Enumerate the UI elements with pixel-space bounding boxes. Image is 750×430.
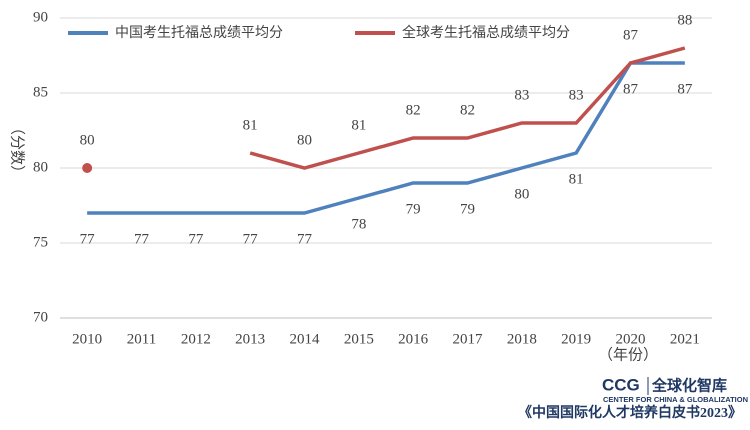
y-tick-label: 85	[33, 84, 48, 100]
data-label: 87	[623, 27, 639, 43]
x-tick-label: 2019	[561, 331, 591, 347]
x-tick-label: 2016	[398, 331, 429, 347]
legend-label: 中国考生托福总成绩平均分	[115, 25, 283, 41]
data-label: 79	[460, 201, 475, 217]
x-tick-label: 2020	[616, 331, 646, 347]
y-tick-label: 75	[33, 234, 48, 250]
point	[82, 163, 93, 173]
data-label: 80	[80, 132, 95, 148]
x-tick-label: 2014	[290, 331, 321, 347]
x-tick-label: 2015	[344, 331, 374, 347]
line	[87, 61, 685, 215]
x-tick-label: 2013	[235, 331, 265, 347]
data-label: 83	[514, 87, 529, 103]
source: 《中国国际化人才培养白皮书2023》	[518, 404, 742, 421]
data-label: 82	[460, 102, 475, 118]
logo-name: 全球化智库	[651, 377, 727, 395]
data-label: 80	[297, 132, 312, 148]
logo-subtitle: CENTER FOR CHINA & GLOBALIZATION	[603, 395, 748, 404]
data-label: 83	[569, 87, 584, 103]
x-tick-label: 2021	[670, 331, 700, 347]
x-tick-label: 2011	[127, 331, 156, 347]
data-label: 81	[351, 117, 366, 133]
x-tick-label: 2012	[181, 331, 211, 347]
x-tick-label: 2010	[72, 331, 102, 347]
logo-brand: CCG	[602, 375, 640, 394]
data-label: 78	[351, 216, 366, 232]
data-label: 79	[406, 201, 421, 217]
y-axis-label: （分数）	[9, 120, 26, 180]
x-tick-label: 2018	[507, 331, 537, 347]
data-label: 88	[677, 12, 692, 28]
y-tick-label: 90	[33, 9, 48, 25]
y-tick-label: 80	[33, 159, 48, 175]
data-label: 77	[188, 231, 204, 247]
line	[249, 46, 686, 170]
data-label: 81	[243, 117, 258, 133]
data-label: 77	[80, 231, 96, 247]
data-label: 87	[623, 81, 639, 97]
x-tick-label: 2017	[453, 331, 484, 347]
legend-label: 全球考生托福总成绩平均分	[402, 24, 570, 41]
data-label: 80	[514, 186, 529, 202]
data-label: 77	[134, 231, 150, 247]
data-label: 77	[243, 231, 259, 247]
data-label: 81	[569, 171, 584, 187]
data-label: 82	[406, 102, 421, 118]
data-label: 87	[677, 81, 693, 97]
y-tick-label: 70	[33, 309, 48, 325]
data-label: 77	[297, 231, 313, 247]
x-axis-label: （年份）	[598, 346, 658, 363]
